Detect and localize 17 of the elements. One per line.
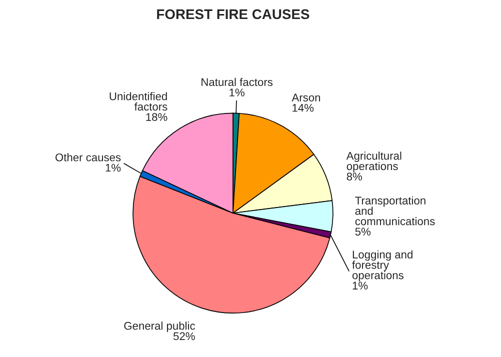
- data-label: 8%: [346, 172, 362, 180]
- slice-label: Unidentified factors: [110, 92, 168, 111]
- data-label: 52%: [173, 332, 195, 340]
- slice-label: Other causes: [55, 153, 121, 162]
- slice-label: Natural factors: [202, 78, 273, 86]
- slice-label: Agricultural operations: [346, 152, 402, 172]
- data-label: 1%: [106, 164, 121, 172]
- data-label: 1%: [352, 282, 368, 290]
- slice-label: Arson: [292, 94, 320, 102]
- chart-title: FOREST FIRE CAUSES: [157, 9, 310, 20]
- slice-label: General public: [124, 322, 195, 332]
- slice-label: Logging and forestry operations: [352, 250, 412, 282]
- slice-label: Transportation and communications: [355, 196, 435, 226]
- data-label: 14%: [292, 104, 314, 112]
- data-label: 1%: [230, 88, 244, 96]
- data-label: 5%: [355, 228, 371, 236]
- data-label: 18%: [146, 113, 168, 121]
